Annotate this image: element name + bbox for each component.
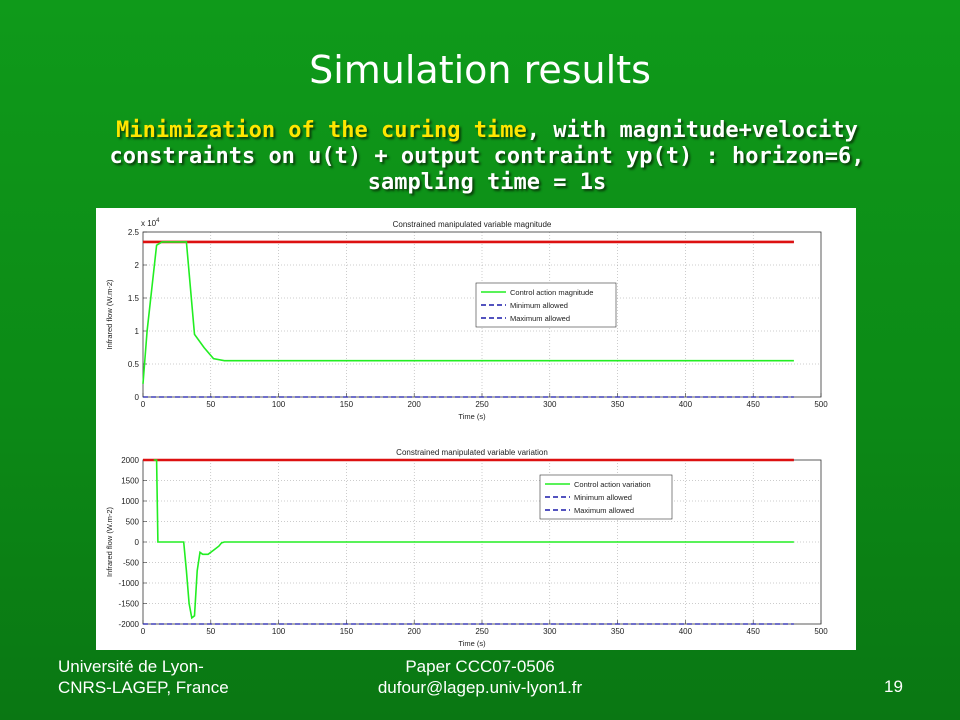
- y-tick-label: 1500: [121, 477, 139, 486]
- footer-paper-id: Paper CCC07-0506: [405, 657, 555, 676]
- legend-entry: Control action variation: [574, 480, 651, 489]
- y-tick-label: 0.5: [128, 360, 140, 369]
- y-tick-label: -1500: [119, 600, 140, 609]
- x-tick-label: 0: [141, 627, 146, 636]
- x-tick-label: 350: [611, 627, 625, 636]
- series-control-action-variation: [153, 459, 794, 620]
- y-axis-label: Infrared flow (W.m-2): [105, 506, 114, 577]
- x-tick-label: 450: [747, 400, 761, 409]
- legend-entry: Minimum allowed: [574, 493, 632, 502]
- chart-panel-1: 0 50 100 150 200 250 300 350 400 450 500 0 0.5 1 1.5 2 2…: [105, 218, 828, 421]
- chart-canvas: 0 50 100 150 200 250 300 350 400 450 50000.511.522…: [105, 218, 828, 648]
- x-tick-label: 400: [679, 627, 693, 636]
- legend-entry: Control action magnitude: [510, 288, 593, 297]
- footer-email: dufour@lagep.univ-lyon1.fr: [377, 678, 583, 697]
- footer-affiliation-line1: Université de Lyon-: [58, 657, 204, 676]
- y-tick-label: 2.5: [128, 228, 140, 237]
- y-tick-label: 0: [135, 538, 140, 547]
- x-tick-label: 200: [408, 400, 422, 409]
- x-tick-label: 250: [475, 400, 489, 409]
- x-tick-label: 50: [206, 400, 215, 409]
- legend-entry: Maximum allowed: [574, 506, 634, 515]
- y-multiplier-exponent: 4: [156, 218, 160, 224]
- y-tick-label: 2000: [121, 456, 139, 465]
- chart-title: Constrained manipulated variable magnitu…: [393, 220, 552, 229]
- y-tick-label: -500: [123, 559, 140, 568]
- y-axis-label: Infrared flow (W.m-2): [105, 279, 114, 350]
- y-tick-label: 2: [135, 261, 140, 270]
- y-multiplier-label: x 104: [141, 218, 160, 228]
- x-tick-label: 250: [475, 627, 489, 636]
- subtitle-highlight: Minimization of the curing time: [116, 118, 527, 143]
- x-tick-label: 450: [747, 627, 761, 636]
- series-control-action-magnitude: [142, 241, 794, 384]
- x-tick-label: 100: [272, 400, 286, 409]
- legend-box: [475, 282, 617, 328]
- x-tick-label: 300: [543, 627, 557, 636]
- x-tick-label: 300: [543, 400, 557, 409]
- slide-title: Simulation results: [309, 48, 651, 92]
- x-tick-label: 350: [611, 400, 625, 409]
- x-tick-label: 0: [141, 400, 146, 409]
- x-tick-label: 100: [272, 627, 286, 636]
- y-tick-label: 1: [135, 327, 140, 336]
- x-tick-label: 50: [206, 627, 215, 636]
- page-number: 19: [884, 677, 903, 696]
- x-axis-label: Time (s): [458, 639, 486, 648]
- x-tick-label: 200: [408, 627, 422, 636]
- y-tick-label: 0: [135, 393, 140, 402]
- y-tick-label: -1000: [119, 579, 140, 588]
- x-tick-label: 400: [679, 400, 693, 409]
- chart-title: Constrained manipulated variable variati…: [396, 448, 548, 457]
- y-tick-label: 500: [126, 518, 140, 527]
- footer-paper: Paper CCC07-0506 dufour@lagep.univ-lyon1…: [330, 656, 630, 698]
- slide-subtitle: Minimization of the curing time, with ma…: [62, 118, 912, 196]
- x-tick-label: 150: [340, 627, 354, 636]
- x-axis-label: Time (s): [458, 412, 486, 421]
- subtitle-rest: , with magnitude+velocity constraints on…: [109, 118, 865, 195]
- y-tick-label: -2000: [119, 620, 140, 629]
- chart-panel-2: 0 50 100 150 200 250 300 350 400 450 500 -2000 -1500…: [105, 448, 828, 648]
- legend-entry: Minimum allowed: [510, 301, 568, 310]
- y-tick-label: 1000: [121, 497, 139, 506]
- x-tick-label: 500: [814, 400, 828, 409]
- x-tick-label: 150: [340, 400, 354, 409]
- footer-affiliation: Université de Lyon- CNRS-LAGEP, France: [58, 656, 229, 698]
- legend-entry: Maximum allowed: [510, 314, 570, 323]
- footer-affiliation-line2: CNRS-LAGEP, France: [58, 678, 229, 697]
- x-tick-label: 500: [814, 627, 828, 636]
- simulation-figure: 0 50 100 150 200 250 300 350 400 450 500 0 0.5 1 1.5 2 2…: [96, 208, 856, 650]
- y-tick-label: 1.5: [128, 294, 140, 303]
